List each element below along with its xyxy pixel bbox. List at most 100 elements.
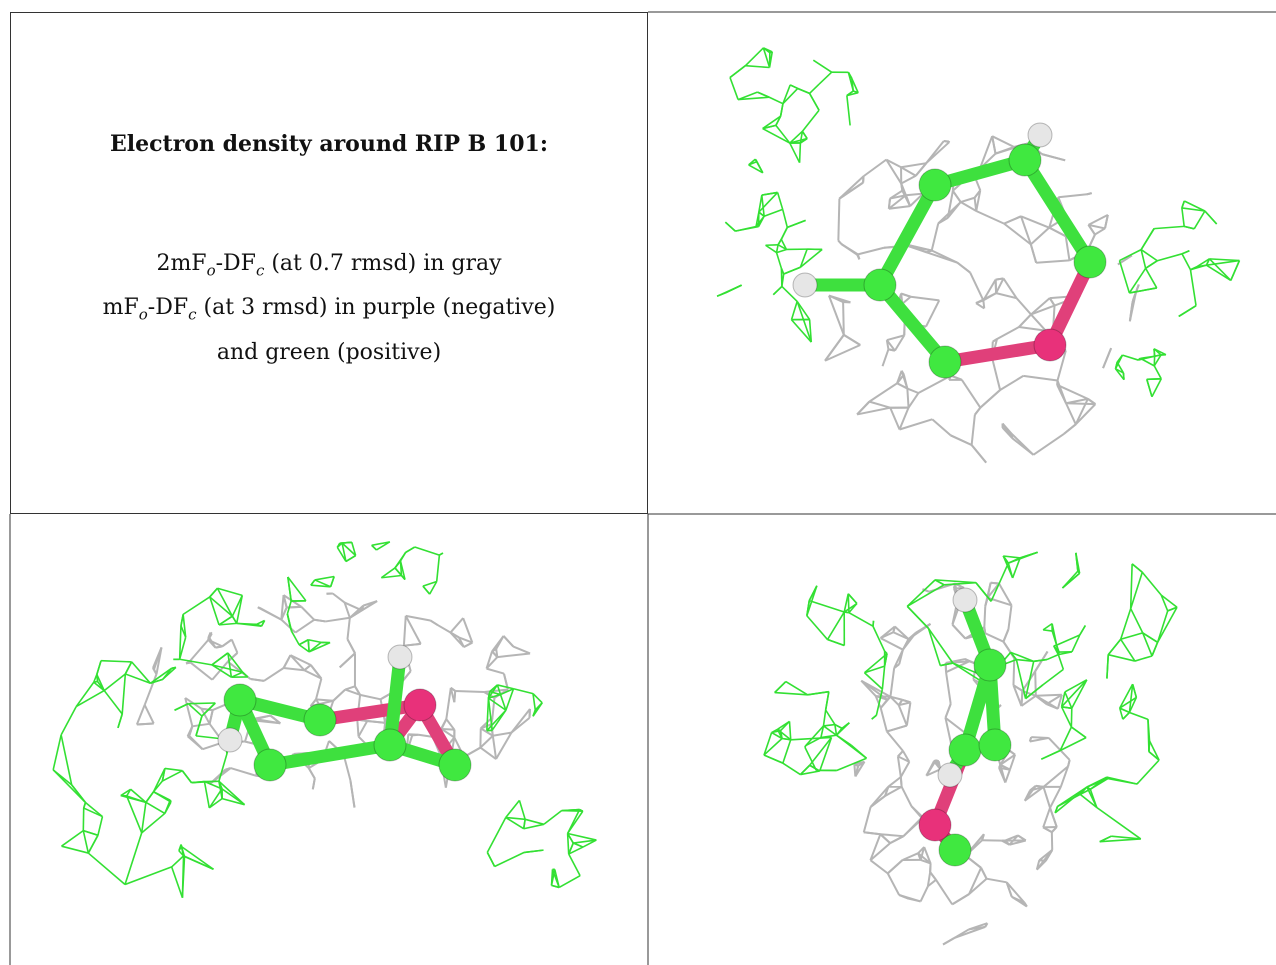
- mesh-edge: [1147, 379, 1152, 396]
- mesh-edge: [790, 143, 800, 163]
- mesh-edge: [869, 402, 890, 408]
- mesh-edge: [928, 628, 940, 665]
- mesh-edge: [189, 736, 202, 749]
- mesh: [717, 192, 822, 342]
- mesh-edge: [295, 620, 314, 633]
- mesh-edge: [1044, 787, 1051, 808]
- atom: [919, 169, 951, 201]
- mesh-edge: [944, 583, 976, 585]
- mesh-edge: [828, 612, 845, 640]
- mesh-edge: [1062, 707, 1072, 727]
- mesh-edge: [299, 645, 309, 652]
- mesh-edge: [333, 594, 345, 603]
- mesh-edge: [360, 695, 381, 699]
- mesh-edge: [911, 297, 940, 301]
- mesh-edge: [493, 733, 512, 736]
- mesh-edge: [487, 818, 505, 853]
- mesh-edge: [210, 710, 213, 724]
- mesh-edge: [901, 777, 902, 787]
- mesh-edge: [901, 184, 902, 191]
- mesh-edge: [810, 84, 820, 93]
- mesh-edge: [907, 702, 911, 725]
- mesh-edge: [819, 72, 831, 84]
- mesh-edge: [495, 852, 525, 866]
- mesh-edge: [153, 668, 154, 670]
- mesh-edge: [864, 160, 887, 177]
- mesh-edge: [932, 419, 950, 435]
- mesh-edge: [777, 253, 782, 269]
- atom: [949, 734, 981, 766]
- mesh-edge: [1129, 712, 1148, 719]
- mesh-edge: [1031, 306, 1055, 315]
- mesh-edge: [1066, 403, 1076, 424]
- mesh-edge: [62, 831, 84, 847]
- mesh-edge: [953, 191, 961, 202]
- mesh-edge: [524, 819, 525, 828]
- mesh-edge: [826, 692, 829, 710]
- mesh-edge: [513, 647, 530, 654]
- mesh-edge: [1119, 261, 1129, 293]
- mesh-edge: [1058, 655, 1063, 670]
- mesh-edge: [805, 746, 806, 748]
- mesh-edge: [951, 435, 972, 445]
- mesh-edge: [901, 762, 910, 777]
- mesh-edge: [423, 586, 430, 594]
- atom: [404, 689, 436, 721]
- mesh-edge: [828, 640, 845, 646]
- mesh-edge: [996, 278, 1003, 293]
- mesh-edge: [1131, 609, 1143, 633]
- mesh-edge: [844, 335, 860, 345]
- mesh-edge: [783, 763, 801, 774]
- mesh-edge: [308, 640, 309, 652]
- mesh-edge: [1184, 226, 1194, 228]
- mesh-edge: [264, 668, 284, 681]
- mesh: [907, 552, 1177, 698]
- mesh-edge: [172, 667, 176, 668]
- mesh-edge: [1049, 738, 1070, 760]
- mesh-edge: [72, 785, 86, 803]
- mesh-edge: [1146, 261, 1158, 269]
- mesh: [311, 542, 443, 594]
- mesh-edge: [975, 408, 980, 415]
- mesh-edge: [764, 209, 783, 216]
- mesh-edge: [991, 583, 999, 584]
- mesh-edge: [83, 831, 98, 836]
- mesh-edge: [776, 125, 790, 143]
- mesh-edge: [996, 278, 1004, 279]
- mesh-edge: [1095, 228, 1105, 234]
- mesh-edge: [439, 553, 443, 555]
- mesh-edge: [1119, 250, 1141, 261]
- mesh-edge: [201, 709, 212, 710]
- mesh-edge: [902, 787, 912, 807]
- mesh-edge: [791, 301, 797, 319]
- mesh-edge: [326, 618, 350, 622]
- mesh-edge: [927, 251, 932, 253]
- mesh-edge: [406, 616, 431, 621]
- mesh-edge: [347, 639, 355, 653]
- mesh-edge: [165, 768, 182, 770]
- mesh-edge: [170, 800, 171, 802]
- mesh-edge: [84, 803, 86, 809]
- mesh-edge: [858, 248, 884, 255]
- mesh-edge: [838, 241, 841, 244]
- mesh-edge: [791, 320, 811, 342]
- mesh-edge: [446, 719, 454, 730]
- mesh-edge: [190, 640, 208, 661]
- mesh-edge: [836, 735, 851, 745]
- atom: [929, 346, 961, 378]
- mesh-edge: [357, 720, 358, 737]
- mesh-edge: [1140, 356, 1154, 358]
- mesh-edge: [764, 755, 783, 763]
- mesh-edge: [864, 832, 881, 834]
- mesh-edge: [730, 66, 745, 78]
- mesh-edge: [847, 96, 850, 126]
- mesh-edge: [1030, 737, 1031, 741]
- mesh-edge: [887, 726, 907, 732]
- mesh-edge: [1004, 216, 1021, 223]
- mesh-edge: [869, 383, 897, 401]
- mesh-edge: [1016, 660, 1025, 699]
- mesh-edge: [1179, 316, 1181, 317]
- mesh-edge: [887, 731, 903, 750]
- mesh-edge: [1041, 750, 1060, 759]
- mesh-edge: [1137, 783, 1138, 784]
